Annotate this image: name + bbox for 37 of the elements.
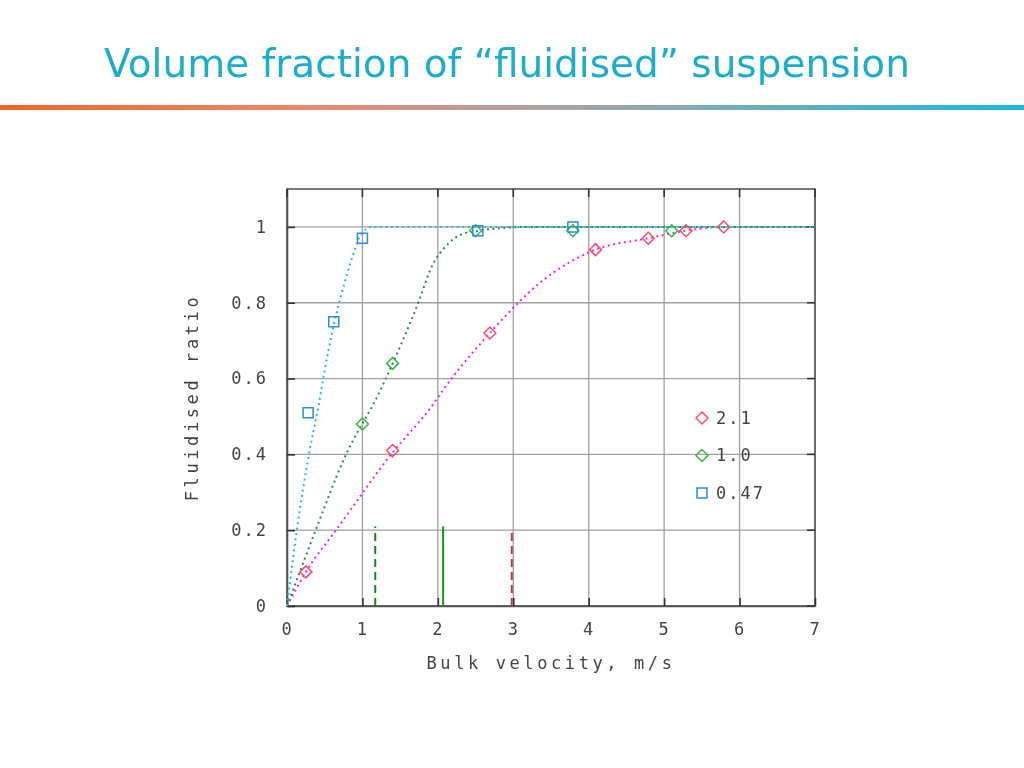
x-tick-label: 2 [432,619,445,640]
x-tick-label: 3 [507,619,520,640]
y-axis-title: Fluidised ratio [182,293,202,502]
y-tick-label: 1 [255,216,268,237]
x-tick-label: 1 [356,619,370,640]
point [299,565,313,579]
point [385,443,400,458]
point [302,406,314,419]
y-tick-label: 0.6 [231,368,268,389]
point [468,223,483,238]
point [679,223,693,238]
point [566,223,580,238]
y-tick-label: 0.4 [231,444,268,465]
point [588,242,603,257]
y-tick-label: 0 [255,595,268,616]
point [664,223,679,238]
point [716,220,731,234]
x-axis-title: Bulk velocity, m/s [426,653,676,673]
x-tick-label: 6 [733,619,747,640]
chart-title: Volume fraction of “fluidised” suspension [104,41,910,86]
legend-label: 0.47 [716,482,765,503]
x-tick-label: 0 [281,619,294,640]
x-tick-label: 5 [658,619,671,640]
x-tick-label: 7 [809,619,822,640]
point [328,315,340,328]
point [567,221,579,233]
point [641,231,656,246]
y-tick-label: 0.8 [231,292,268,313]
point [483,326,497,340]
point [355,417,370,431]
point [472,224,484,237]
legend-label: 2.1 [716,407,753,428]
y-tick-label: 0.2 [231,520,268,541]
point [385,356,400,371]
x-tick-label: 4 [583,619,596,640]
legend-label: 1.0 [716,445,753,466]
point [356,232,369,245]
